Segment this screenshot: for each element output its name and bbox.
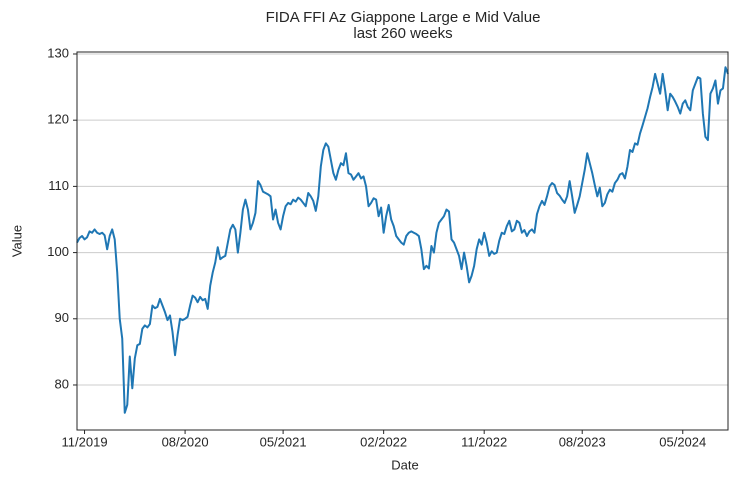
chart-subtitle: last 260 weeks bbox=[353, 25, 452, 42]
x-tick-label: 05/2021 bbox=[260, 434, 307, 449]
y-tick-label: 130 bbox=[47, 45, 69, 60]
x-tick-label: 11/2022 bbox=[461, 434, 507, 449]
chart-title: FIDA FFI Az Giappone Large e Mid Value bbox=[266, 9, 541, 26]
x-tick-label: 02/2022 bbox=[360, 434, 407, 449]
x-tick-label: 11/2019 bbox=[62, 434, 108, 449]
y-axis-label: Value bbox=[9, 225, 24, 257]
x-axis-label: Date bbox=[391, 457, 418, 472]
y-tick-label: 90 bbox=[55, 310, 69, 325]
y-tick-label: 80 bbox=[55, 376, 69, 391]
y-tick-label: 100 bbox=[47, 244, 69, 259]
plot-frame bbox=[76, 51, 729, 431]
y-tick-label: 120 bbox=[47, 112, 69, 127]
x-tick-label: 08/2023 bbox=[559, 434, 606, 449]
x-tick-label: 05/2024 bbox=[659, 434, 706, 449]
data-line bbox=[76, 66, 729, 414]
y-tick-label: 110 bbox=[48, 178, 69, 193]
x-tick-label: 08/2020 bbox=[162, 434, 209, 449]
